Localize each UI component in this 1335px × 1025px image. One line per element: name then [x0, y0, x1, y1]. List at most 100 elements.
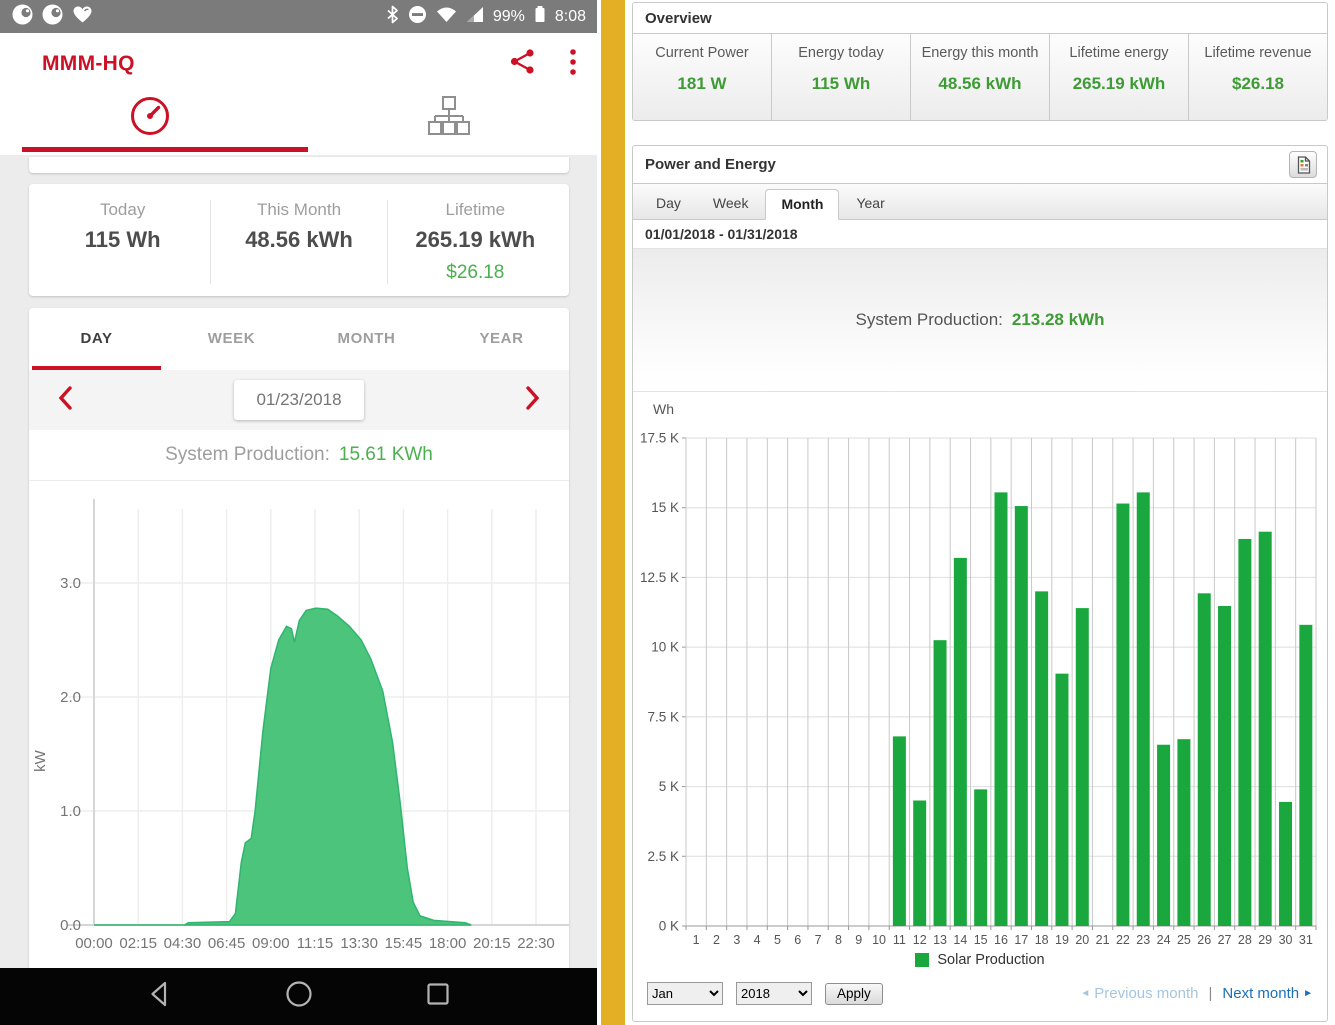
web-tab-week[interactable]: Week [712, 195, 749, 211]
stat-today: Today 115 Wh [84, 200, 161, 252]
export-report-button[interactable] [1289, 151, 1317, 178]
tab-dashboard[interactable] [0, 95, 299, 155]
home-button[interactable] [284, 979, 314, 1014]
svg-text:31: 31 [1299, 933, 1313, 947]
metric-value: 181 W [677, 74, 727, 93]
tab-site-layout[interactable] [299, 95, 598, 155]
web-tab-day[interactable]: Day [656, 195, 681, 211]
svg-text:20:15: 20:15 [473, 935, 511, 952]
svg-text:24: 24 [1157, 933, 1171, 947]
phone-tab-year[interactable]: YEAR [479, 330, 524, 347]
svg-text:8: 8 [835, 933, 842, 947]
previous-month-link[interactable]: ◄ Previous month [1080, 985, 1199, 1002]
svg-text:4: 4 [754, 933, 761, 947]
svg-text:17: 17 [1014, 933, 1028, 947]
svg-text:26: 26 [1197, 933, 1211, 947]
svg-text:5 K: 5 K [659, 779, 679, 794]
phone-tab-month[interactable]: MONTH [337, 330, 396, 347]
scrolled-card-edge [29, 157, 569, 173]
prev-day-chevron[interactable] [57, 385, 73, 416]
phone-tab-day[interactable]: DAY [29, 308, 164, 370]
overview-metric: Energy today 115 Wh [771, 34, 910, 120]
stat-this-month: This Month 48.56 kWh [210, 200, 386, 284]
apply-button[interactable]: Apply [825, 982, 883, 1005]
active-tab-underline [22, 147, 308, 152]
svg-text:04:30: 04:30 [164, 935, 202, 952]
svg-text:6: 6 [794, 933, 801, 947]
svg-text:27: 27 [1218, 933, 1232, 947]
right-triangle-icon: ► [1303, 987, 1313, 999]
svg-text:15:45: 15:45 [385, 935, 423, 952]
year-select[interactable]: 2018 [736, 982, 812, 1005]
do-not-disturb-icon [408, 5, 427, 29]
back-button[interactable] [145, 979, 175, 1014]
stat-lifetime: Lifetime 265.19 kWh $26.18 [386, 200, 563, 284]
legend-color-swatch [915, 953, 930, 967]
chart-legend: Solar Production [633, 952, 1327, 976]
cell-signal-icon [466, 6, 484, 28]
svg-text:11: 11 [893, 933, 906, 947]
svg-text:9: 9 [855, 933, 862, 947]
solar-production-bar-chart: 0 K2.5 K5 K7.5 K10 K12.5 K15 K17.5 K1 2 3 4… [640, 431, 1317, 947]
site-title: MMM-HQ [42, 52, 135, 75]
production-total: 213.28 kWh [1011, 310, 1105, 329]
system-production-row: System Production: 15.61 KWh [29, 430, 569, 481]
gold-divider-band [601, 0, 625, 1025]
svg-text:1: 1 [693, 933, 700, 947]
chart-controls: Jan 2018 Apply ◄ Previous month | Next m… [633, 976, 1327, 1021]
web-tab-year[interactable]: Year [856, 195, 885, 211]
lifetime-revenue: $26.18 [446, 262, 505, 283]
legend-label: Solar Production [937, 952, 1045, 968]
period-tabs: DAY WEEK MONTH YEAR [29, 308, 569, 370]
svg-text:1.0: 1.0 [60, 803, 81, 820]
svg-text:2.0: 2.0 [60, 689, 81, 706]
svg-text:23: 23 [1136, 933, 1150, 947]
svg-text:15: 15 [974, 933, 988, 947]
metric-value: 115 Wh [811, 74, 871, 93]
web-tab-month[interactable]: Month [765, 189, 840, 220]
svg-text:10: 10 [872, 933, 886, 947]
phone-tab-week[interactable]: WEEK [207, 330, 256, 347]
svg-text:12: 12 [913, 933, 927, 947]
metric-value: $26.18 [1232, 74, 1284, 93]
svg-text:3: 3 [733, 933, 740, 947]
battery-percent: 99% [492, 7, 525, 25]
link-separator: | [1208, 985, 1213, 1002]
notification-app-icon [12, 4, 33, 30]
svg-text:2.5 K: 2.5 K [647, 849, 679, 864]
heart-notification-icon [72, 5, 93, 29]
recents-button[interactable] [423, 979, 453, 1014]
wifi-icon [436, 6, 457, 28]
svg-text:2: 2 [713, 933, 720, 947]
svg-text:0.0: 0.0 [60, 917, 81, 934]
overflow-menu-icon[interactable] [570, 48, 576, 80]
battery-icon [534, 5, 546, 28]
date-navigator: 01/23/2018 [29, 370, 569, 430]
share-icon[interactable] [509, 48, 536, 80]
system-production-banner: System Production: 213.28 kWh [633, 248, 1327, 392]
y-axis-unit-label: Wh [653, 401, 674, 417]
svg-text:29: 29 [1258, 933, 1272, 947]
svg-text:12.5 K: 12.5 K [640, 570, 679, 585]
svg-text:0 K: 0 K [659, 919, 679, 934]
svg-text:kW: kW [32, 749, 49, 772]
svg-text:18: 18 [1035, 933, 1049, 947]
date-chip[interactable]: 01/23/2018 [234, 380, 364, 420]
day-production-area-chart: 0.0 1.0 2.0 3.0 kW 00:00 02:15 04:30 06:45 09:00 1… [32, 499, 569, 952]
svg-text:06:45: 06:45 [208, 935, 246, 952]
period-tabs-web: Day Week Month Year [633, 184, 1327, 220]
next-day-chevron[interactable] [525, 385, 541, 416]
month-select[interactable]: Jan [647, 982, 723, 1005]
date-range: 01/01/2018 - 01/31/2018 [645, 226, 798, 242]
overview-title: Overview [633, 3, 1327, 34]
web-dashboard-panel: Overview Current Power 181 W Energy today 1… [632, 0, 1335, 1025]
overview-metric: Lifetime energy 265.19 kWh [1049, 34, 1188, 120]
svg-text:3.0: 3.0 [60, 575, 81, 592]
overview-metric: Current Power 181 W [633, 34, 771, 120]
svg-text:02:15: 02:15 [119, 935, 157, 952]
svg-text:18:00: 18:00 [429, 935, 467, 952]
svg-text:17.5 K: 17.5 K [640, 431, 679, 446]
next-month-link[interactable]: Next month ► [1222, 985, 1313, 1002]
svg-text:19: 19 [1055, 933, 1069, 947]
